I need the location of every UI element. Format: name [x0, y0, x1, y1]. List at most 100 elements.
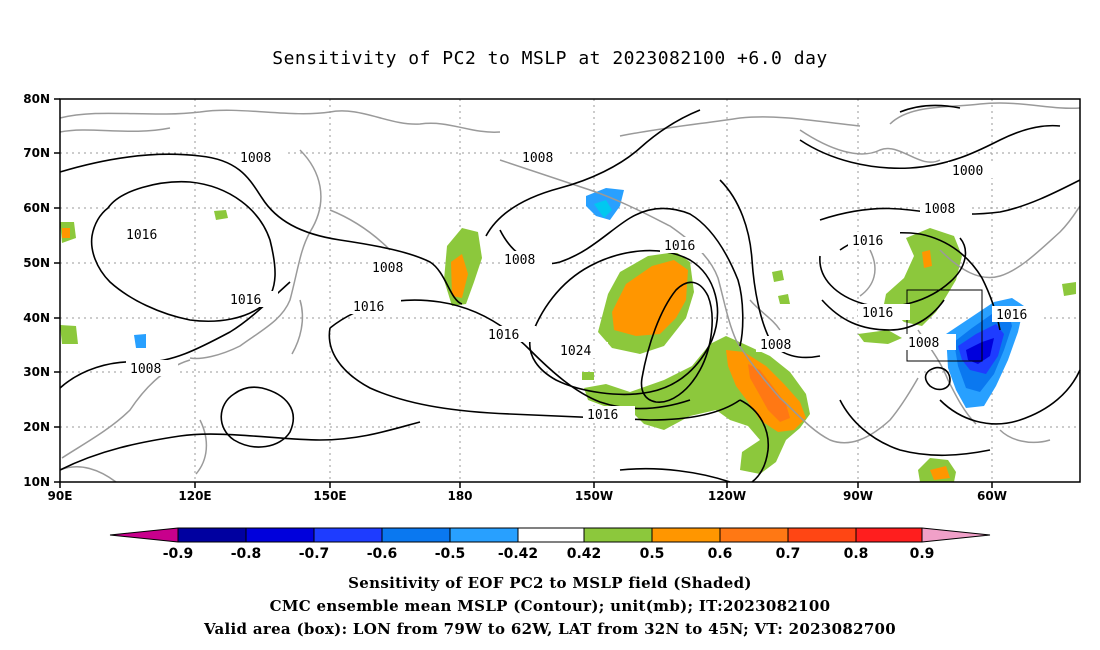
colorbar-swatch — [720, 528, 788, 542]
shade-positive — [1062, 282, 1076, 296]
contour-line — [619, 467, 731, 483]
colorbar-label: -0.8 — [231, 546, 262, 562]
coastline — [195, 419, 208, 475]
colorbar-label: 0.7 — [776, 546, 801, 562]
contour-line — [640, 281, 713, 403]
y-tick-label: 60N — [23, 201, 50, 215]
colorbar-label: 0.8 — [844, 546, 869, 562]
contour-line — [90, 180, 276, 323]
shade-positive-strong — [451, 254, 468, 298]
coastline — [889, 102, 1081, 125]
contour-labels: 1008 1008 1000 1008 1016 1008 1016 1016 … — [122, 149, 1044, 423]
contour-line — [220, 386, 295, 448]
shade-positive — [214, 210, 228, 220]
mslp-contours — [59, 104, 1081, 483]
coastline — [329, 209, 391, 251]
colorbar-label: 0.5 — [640, 546, 665, 562]
contour-label: 1008 — [522, 151, 553, 166]
shade-negative-stronger — [966, 338, 994, 364]
colorbar-swatch — [518, 528, 584, 542]
y-tick-label: 20N — [23, 420, 50, 434]
colorbar-label: -0.9 — [163, 546, 194, 562]
coastline — [999, 429, 1051, 444]
contour-line — [739, 399, 770, 483]
colorbar-label: -0.42 — [498, 546, 538, 562]
contour-label: 1008 — [908, 336, 939, 351]
contour-label-bg — [992, 306, 1044, 322]
colorbar-label: 0.42 — [567, 546, 602, 562]
shade-positive-strong — [612, 260, 688, 336]
coastline — [59, 127, 171, 133]
x-tick-label: 120W — [708, 489, 746, 503]
x-tick-label: 180 — [447, 489, 472, 503]
colorbar-label: -0.5 — [435, 546, 466, 562]
contour-line — [59, 153, 463, 305]
x-tick-label: 90E — [48, 489, 73, 503]
coastline — [859, 249, 876, 297]
contour-label-bg — [920, 200, 972, 216]
map-frame — [59, 98, 1081, 483]
contour-label-bg — [848, 232, 900, 248]
colorbar-swatch — [450, 528, 518, 542]
colorbar-label: -0.7 — [299, 546, 330, 562]
shade-positive — [778, 294, 790, 304]
colorbar-swatch — [584, 528, 652, 542]
contour-line — [924, 366, 951, 391]
contour-label-bg — [660, 237, 712, 253]
caption-line-3: Valid area (box): LON from 79W to 62W, L… — [203, 620, 897, 638]
contour-label: 1024 — [560, 344, 591, 359]
colorbar-swatch — [788, 528, 856, 542]
contour-label-bg — [556, 342, 608, 358]
shade-negative — [134, 334, 146, 348]
x-tick-label: 60W — [977, 489, 1007, 503]
contour-label-bg — [904, 334, 956, 350]
contour-label-bg — [518, 149, 570, 165]
contour-label-bg — [756, 336, 808, 352]
contour-line — [59, 421, 421, 471]
valid-area-box — [906, 289, 983, 362]
y-tick-label: 70N — [23, 146, 50, 160]
contour-label-bg — [484, 326, 536, 342]
coastline — [799, 129, 941, 163]
caption-line-1: Sensitivity of EOF PC2 to MSLP field (Sh… — [348, 574, 752, 592]
contour-line — [799, 124, 1061, 170]
shade-positive — [858, 330, 902, 344]
coastline — [939, 205, 1081, 279]
contour-label-bg — [122, 226, 174, 242]
contour-label-bg — [126, 360, 178, 376]
coastline — [499, 159, 919, 444]
contour-line — [485, 109, 701, 237]
colorbar-swatch — [110, 528, 178, 542]
contour-label-bg — [948, 162, 1000, 178]
axis-ticks: 90E 120E 150E 180 150W 120W 90W 60W 80N … — [23, 92, 1007, 503]
colorbar-swatch — [178, 528, 246, 542]
x-tick-label: 150E — [313, 489, 346, 503]
shade-positive-strong — [922, 250, 932, 268]
contour-label: 1008 — [130, 362, 161, 377]
contour-line — [59, 281, 291, 389]
y-tick-label: 10N — [23, 475, 50, 489]
contour-label: 1016 — [852, 234, 883, 249]
shade-positive-strong — [62, 228, 70, 238]
coastline — [619, 116, 861, 137]
contour-line — [529, 249, 719, 396]
contour-label-bg — [236, 149, 288, 165]
shade-positive — [772, 270, 784, 282]
map-title: Sensitivity of PC2 to MSLP at 2023082100… — [272, 48, 828, 69]
coastline — [749, 299, 781, 331]
contour-label: 1016 — [862, 306, 893, 321]
contour-label: 1016 — [664, 239, 695, 254]
contour-label: 1008 — [504, 253, 535, 268]
gridlines — [60, 99, 1080, 482]
contour-label: 1000 — [952, 164, 983, 179]
coastline — [59, 109, 501, 133]
contour-label: 1008 — [240, 151, 271, 166]
x-tick-label: 120E — [178, 489, 211, 503]
contour-line — [899, 104, 961, 113]
shade-positive — [582, 372, 594, 380]
colorbar-swatch — [246, 528, 314, 542]
contour-label-bg — [368, 259, 420, 275]
contour-label-bg — [349, 298, 401, 314]
contour-label-bg — [500, 251, 552, 267]
contour-label-bg — [858, 304, 910, 320]
